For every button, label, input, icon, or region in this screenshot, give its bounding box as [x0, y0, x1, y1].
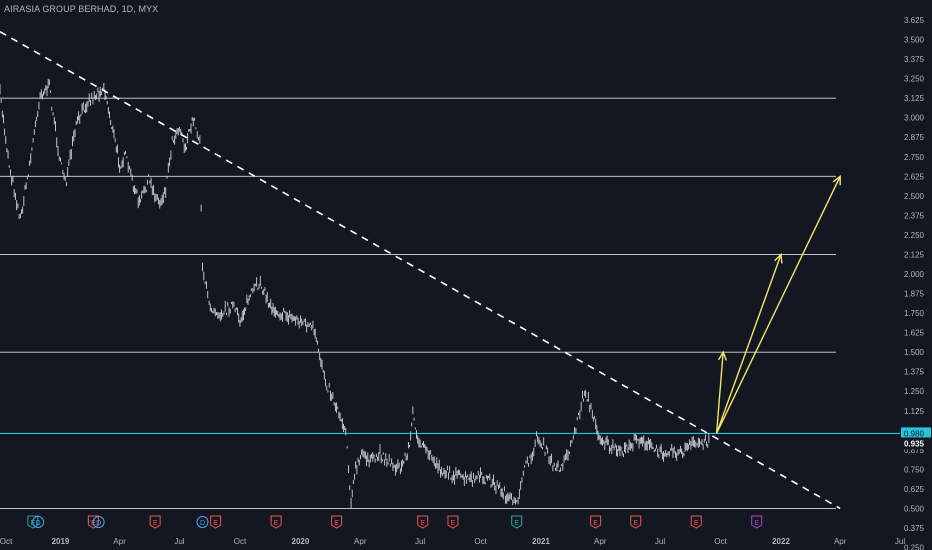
price-tick-label: 0.625: [904, 485, 925, 494]
svg-text:E: E: [274, 520, 279, 527]
event-marker[interactable]: E: [690, 515, 702, 529]
svg-text:E: E: [213, 520, 218, 527]
event-marker[interactable]: D: [92, 516, 105, 528]
price-tick-label: 2.500: [904, 192, 925, 201]
price-tick-label: 0.750: [904, 465, 925, 474]
event-marker[interactable]: E: [149, 515, 161, 529]
price-tick-label: 2.250: [904, 231, 925, 240]
price-tick-label: 0.250: [904, 544, 925, 550]
price-tick-label: 1.375: [904, 368, 925, 377]
svg-text:E: E: [451, 520, 456, 527]
price-tick-label: 0.375: [904, 524, 925, 533]
svg-text:E: E: [694, 520, 699, 527]
price-tick-label: 0.875: [904, 446, 925, 455]
price-tick-label: 3.125: [904, 94, 925, 103]
time-tick-label: 2019: [52, 537, 70, 546]
price-tick-label: 3.000: [904, 114, 925, 123]
time-tick-label: Oct: [714, 537, 727, 546]
last-close-label: 0.935: [904, 439, 925, 448]
projection-arrow: [715, 254, 782, 434]
time-tick-label: Apr: [594, 537, 607, 546]
event-marker[interactable]: E: [447, 515, 459, 529]
svg-text:E: E: [420, 520, 425, 527]
price-tick-label: 2.625: [904, 172, 925, 181]
time-tick-label: Oct: [474, 537, 487, 546]
projection-arrow: [715, 175, 841, 434]
event-marker[interactable]: E: [417, 515, 429, 529]
svg-text:E: E: [593, 520, 598, 527]
event-marker[interactable]: E: [270, 515, 282, 529]
time-tick-label: Apr: [834, 537, 847, 546]
current-price-badge: [901, 427, 931, 440]
svg-text:D: D: [200, 520, 205, 527]
time-tick-label: Jul: [174, 537, 184, 546]
price-tick-label: 2.125: [904, 250, 925, 259]
price-tick-label: 3.375: [904, 55, 925, 64]
svg-text:E: E: [633, 520, 638, 527]
time-tick-label: 2022: [772, 537, 790, 546]
event-marker[interactable]: D: [196, 516, 209, 528]
svg-text:E: E: [514, 520, 519, 527]
current-price-label: 0.980: [904, 429, 925, 438]
event-marker[interactable]: E: [511, 515, 523, 529]
svg-text:D: D: [96, 520, 101, 527]
time-tick-label: Apr: [113, 537, 126, 546]
time-tick-label: 2020: [292, 537, 310, 546]
event-marker[interactable]: E: [590, 515, 602, 529]
price-tick-label: 2.875: [904, 133, 925, 142]
time-tick-label: Oct: [0, 537, 13, 546]
price-tick-label: 1.625: [904, 329, 925, 338]
price-tick-label: 3.250: [904, 75, 925, 84]
trendline: [0, 31, 841, 510]
price-tick-label: 0.500: [904, 504, 925, 513]
svg-text:E: E: [754, 520, 759, 527]
price-axis-background: [900, 0, 932, 550]
svg-text:D: D: [36, 520, 41, 527]
svg-text:E: E: [334, 520, 339, 527]
projection-arrow-head: [774, 252, 783, 264]
price-tick-label: 1.500: [904, 348, 925, 357]
price-tick-label: 1.750: [904, 309, 925, 318]
event-marker[interactable]: E: [630, 515, 642, 529]
time-tick-label: 2021: [532, 537, 550, 546]
event-marker[interactable]: E: [331, 515, 343, 529]
projection-arrow-head: [717, 350, 728, 361]
event-marker[interactable]: E: [210, 515, 222, 529]
event-marker[interactable]: D: [32, 516, 45, 528]
price-tick-label: 2.750: [904, 153, 925, 162]
time-tick-label: Apr: [354, 537, 367, 546]
price-tick-label: 1.125: [904, 407, 925, 416]
price-tick-label: 2.375: [904, 211, 925, 220]
projection-arrow: [715, 352, 724, 434]
chart-title: AIRASIA GROUP BERHAD, 1D, MYX: [4, 4, 159, 14]
price-tick-label: 2.000: [904, 270, 925, 279]
price-tick-label: 1.250: [904, 387, 925, 396]
price-tick-label: 3.625: [904, 16, 925, 25]
event-marker[interactable]: E: [751, 515, 763, 529]
projection-arrow-head: [832, 174, 841, 186]
price-tick-label: 3.500: [904, 36, 925, 45]
time-tick-label: Jul: [655, 537, 665, 546]
last-close-badge: [901, 437, 931, 450]
time-tick-label: Oct: [234, 537, 247, 546]
price-tick-label: 1.875: [904, 290, 925, 299]
time-tick-label: Jul: [895, 537, 905, 546]
svg-text:E: E: [153, 520, 158, 527]
time-tick-label: Jul: [415, 537, 425, 546]
